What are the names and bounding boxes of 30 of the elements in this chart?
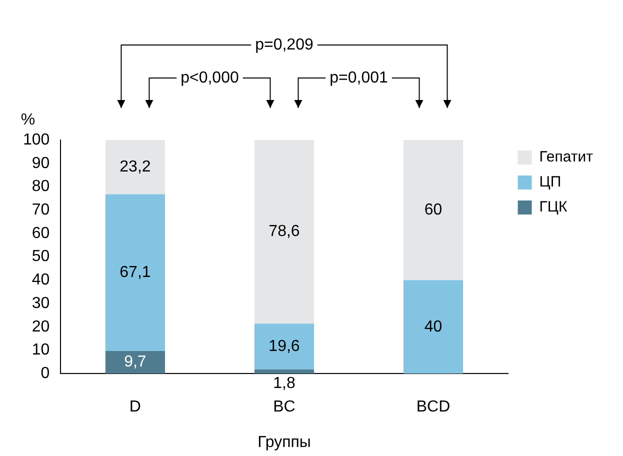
y-tick-label: 70 <box>32 201 50 218</box>
data-label: 67,1 <box>120 264 151 281</box>
data-label: 1,8 <box>273 375 296 392</box>
x-tick-label: BC <box>273 398 296 416</box>
x-axis-title: Группы <box>258 434 311 451</box>
data-label: 23,2 <box>120 158 151 176</box>
y-tick-label: 30 <box>32 294 50 312</box>
y-tick-label: 20 <box>32 318 50 336</box>
text: p=0,209 <box>255 36 314 54</box>
x-tick-label: BCD <box>416 398 450 416</box>
y-tick-label: 10 <box>32 342 50 359</box>
legend-label: Гепатит <box>539 148 594 166</box>
data-label: 78,6 <box>268 223 300 240</box>
y-tick-label: 60 <box>32 224 50 242</box>
y-tick-label: 100 <box>22 131 50 148</box>
legend-label: ГЦК <box>539 198 568 216</box>
text: p<0,000 <box>180 69 239 86</box>
text: p=0,001 <box>330 69 388 86</box>
data-label: 19,6 <box>268 338 300 355</box>
y-tick-label: 90 <box>32 154 50 172</box>
y-axis-title: % <box>20 111 36 128</box>
y-tick-label: 40 <box>32 272 50 289</box>
data-label: 9,7 <box>124 354 146 371</box>
y-tick-label: 50 <box>32 248 50 266</box>
data-label: 60 <box>424 201 442 218</box>
y-tick-label: 0 <box>40 365 50 382</box>
y-tick-label: 80 <box>32 178 50 196</box>
legend-label: ЦП <box>539 174 562 191</box>
data-label: 40 <box>424 318 442 336</box>
x-tick-label: D <box>129 398 141 416</box>
